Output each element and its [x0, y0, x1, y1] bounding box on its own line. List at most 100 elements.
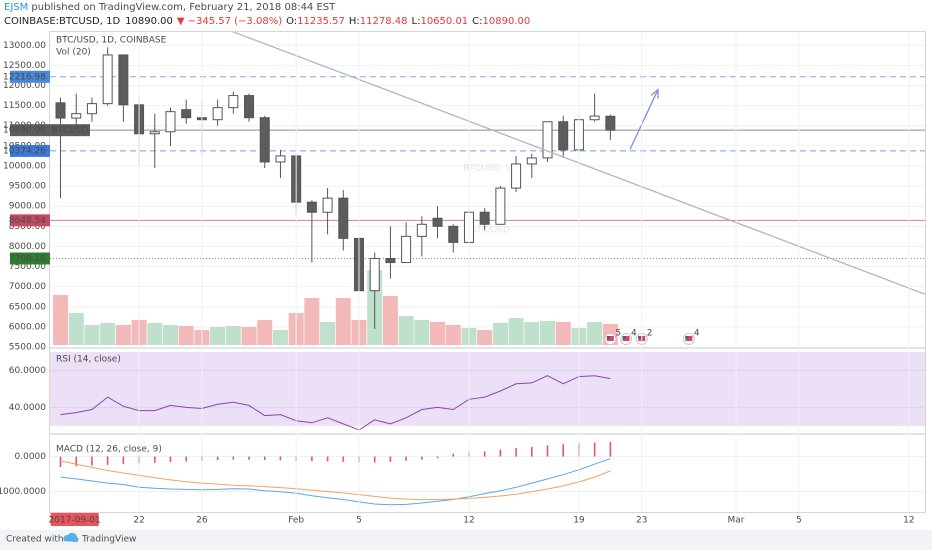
rsi-band: [50, 352, 925, 426]
candle-body: [369, 258, 380, 292]
macd-histogram-bar: [483, 451, 486, 457]
volume-bar: [382, 296, 398, 345]
volume-bar: [225, 326, 241, 345]
volume-bar: [210, 327, 226, 345]
last-price: 10890.00: [125, 16, 173, 27]
rsi-pane: [50, 352, 925, 431]
y-tick-label: 7500.00: [9, 262, 46, 272]
volume-bar: [272, 330, 288, 345]
candle-body: [306, 201, 317, 213]
volume-bar: [398, 316, 414, 345]
volume-bar: [587, 322, 603, 345]
candle-body: [102, 54, 113, 105]
footer-brand[interactable]: TradingView: [81, 535, 136, 545]
ohlc-key: L:: [412, 16, 421, 27]
header-line1: EJSM published on TradingView.com, Febru…: [4, 2, 336, 13]
candle-body: [165, 111, 176, 133]
candle-body: [542, 121, 553, 159]
macd-histogram-bar: [122, 456, 125, 465]
pane-title: MACD (12, 26, close, 9): [56, 445, 162, 455]
volume-bar: [100, 323, 116, 345]
volume-bar: [477, 330, 493, 345]
rsi-line: [60, 375, 611, 431]
macd-histogram-bar: [153, 456, 156, 463]
change: −345.57 (−3.08%): [188, 16, 283, 27]
y-tick-label: 5500.00: [9, 343, 46, 353]
macd-histogram-bar: [436, 456, 439, 459]
volume-bar: [445, 325, 461, 345]
ohlc-value: 10890.00: [483, 16, 531, 27]
macd-histogram-bar: [342, 456, 345, 462]
volume-bar: [53, 295, 69, 345]
event-flag-canton: [606, 336, 610, 339]
watermark-sub: BTC/USD: [470, 224, 510, 234]
candle-body: [259, 117, 270, 163]
volume-bar: [115, 325, 131, 345]
macd-histogram-bar: [216, 456, 219, 461]
volume-bar: [492, 323, 508, 345]
volume-bar: [241, 327, 257, 345]
macd-histogram-bar: [326, 456, 329, 462]
price-level-label: 10374.26: [3, 146, 46, 156]
x-cursor-tag: [50, 513, 99, 526]
macd-histogram-bar: [421, 456, 423, 460]
y-tick-label: 12500.00: [3, 61, 46, 71]
ohlc-key: O:: [286, 16, 297, 27]
change-arrow: ▼: [177, 16, 185, 27]
arrow-line: [629, 89, 659, 150]
y-tick-label: 8500.00: [9, 222, 46, 232]
y-tick-label: 12000.00: [3, 81, 46, 91]
y-tick-label: 13000.00: [3, 41, 46, 51]
volume-bar: [68, 313, 84, 345]
candle-body: [511, 163, 522, 189]
x-tick-label: Feb: [288, 516, 304, 526]
candle-body: [338, 197, 349, 239]
candle-body: [212, 107, 223, 121]
pane-title: RSI (14, close): [56, 355, 121, 365]
macd-histogram-bar: [515, 448, 517, 457]
candle-body: [526, 157, 537, 165]
ohlc-value: 10650.01: [420, 16, 468, 27]
candle-body: [118, 54, 129, 106]
candle-body: [401, 235, 412, 264]
price-level-label: 7700.16: [9, 254, 46, 264]
event-count: 4: [631, 329, 637, 339]
candle-body: [448, 225, 459, 243]
ohlc-key: C:: [472, 16, 482, 27]
price-level-tag: [10, 70, 50, 83]
price-level-label: 8648.54: [9, 216, 46, 226]
macd-histogram-bar: [75, 456, 78, 467]
candle-body: [55, 102, 66, 119]
y-tick-label: 6500.00: [9, 302, 46, 312]
macd-histogram-bar: [169, 456, 172, 463]
macd-histogram-bar: [373, 456, 376, 463]
symbol-tag-label: BTCUSD: [52, 126, 89, 136]
x-cursor-label: 2017-09-01: [49, 516, 101, 526]
y-tick-label: 7000.00: [9, 282, 46, 292]
volume-bar: [335, 298, 351, 345]
y-tick-label: 6000.00: [9, 322, 46, 332]
axes: 22 26 Feb 5 12 19 23 Mar 5 12 2017-09-01 5500.00 600…: [0, 32, 915, 526]
footer-logo: [63, 532, 79, 542]
x-tick-label: 5: [356, 516, 362, 526]
x-tick-label: 22: [133, 516, 144, 526]
y-tick-label: 40.0000: [9, 403, 46, 413]
candle-body: [149, 131, 160, 135]
candle-body: [275, 155, 286, 163]
candle-body: [479, 211, 490, 225]
macd-histogram-bar: [106, 456, 109, 465]
volume-bar: [540, 321, 556, 345]
candle-body: [589, 115, 600, 121]
candle-body: [385, 258, 396, 264]
volume-bar: [555, 322, 571, 345]
x-tick-label: Mar: [728, 516, 745, 526]
y-tick-label: 9000.00: [9, 202, 46, 212]
macd-histogram-bar: [452, 453, 455, 457]
macd-histogram-bar: [546, 445, 549, 457]
author[interactable]: EJSM: [4, 2, 28, 13]
price-level-label: 10890.00: [3, 126, 46, 136]
macd-histogram-bar: [405, 456, 407, 461]
